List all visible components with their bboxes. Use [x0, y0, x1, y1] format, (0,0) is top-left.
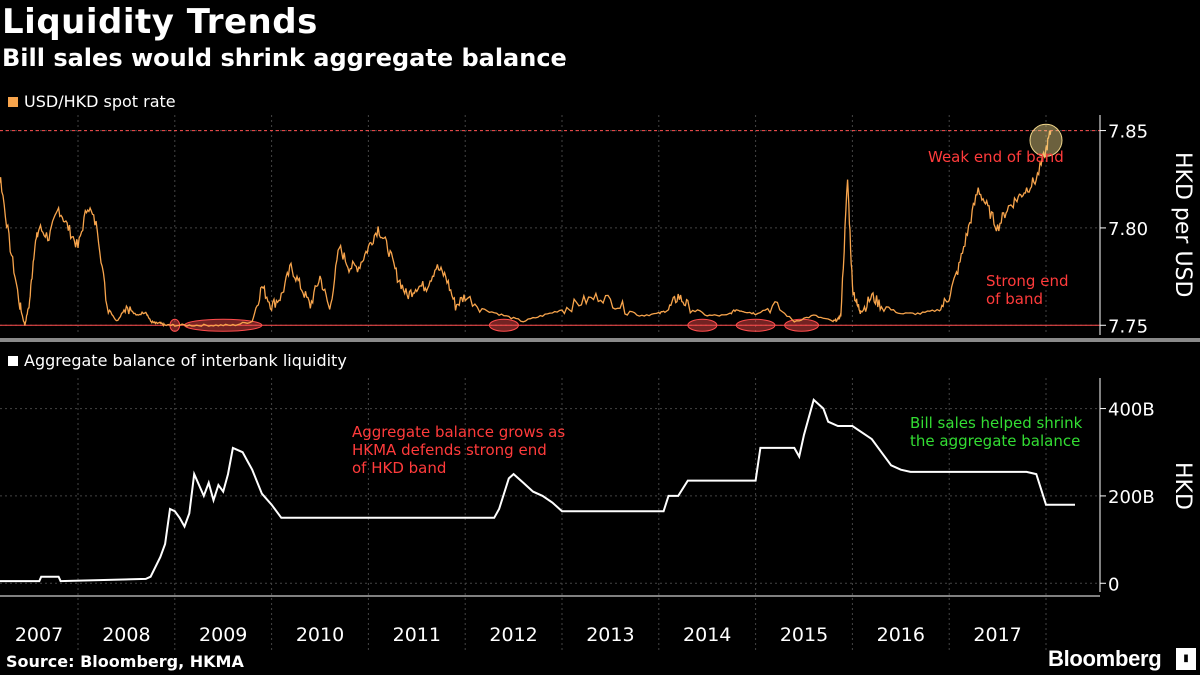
- top-y-tick-label: 7.85: [1108, 122, 1148, 143]
- top-y-axis: 7.75 7.80 7.85: [1099, 115, 1148, 337]
- x-tick-label: 2017: [973, 624, 1021, 646]
- strong-end-highlight: [687, 318, 718, 332]
- x-tick-label: 2010: [296, 624, 344, 646]
- x-tick-label: 2012: [489, 624, 537, 646]
- x-tick-label: 2015: [780, 624, 828, 646]
- strong-end-highlight: [784, 318, 820, 332]
- x-tick-label: 2014: [683, 624, 731, 646]
- legend-swatch-white: [8, 355, 18, 366]
- bloomberg-logo: Bloomberg: [1048, 646, 1162, 671]
- strong-end-highlight: [488, 318, 519, 332]
- x-axis: 2007 2008 2009 2010 2011 2012 2013 2014 2015 2016…: [0, 595, 1100, 646]
- x-tick-label: 2016: [877, 624, 925, 646]
- top-y-tick-label: 7.80: [1108, 219, 1148, 240]
- annotation-balance-grows-line: Aggregate balance grows as: [352, 423, 565, 441]
- legend-spot-label: USD/HKD spot rate: [24, 92, 176, 111]
- source-note: Source: Bloomberg, HKMA: [6, 652, 244, 671]
- top-axis-title: HKD per USD: [1170, 152, 1195, 297]
- top-y-tick-label: 7.75: [1108, 316, 1148, 337]
- panel-separator: [0, 338, 1200, 342]
- x-tick-label: 2007: [15, 624, 63, 646]
- legend-swatch-orange: [8, 96, 18, 107]
- chart-subtitle: Bill sales would shrink aggregate balanc…: [2, 44, 567, 72]
- annotation-balance-grows-line: HKMA defends strong end: [352, 441, 547, 459]
- x-tick-label: 2009: [199, 624, 247, 646]
- legend-spot-rate: USD/HKD spot rate: [8, 92, 176, 111]
- bottom-y-axis: 0 200B 400B: [1099, 378, 1155, 595]
- x-tick-label: 2008: [102, 624, 150, 646]
- x-tick-label: 2013: [586, 624, 634, 646]
- legend-balance-label: Aggregate balance of interbank liquidity: [24, 351, 347, 370]
- chart-title: Liquidity Trends: [2, 2, 318, 42]
- aggregate-balance-line: [0, 397, 1075, 583]
- bottom-y-tick-label: 400B: [1108, 400, 1155, 421]
- spot-rate-line: [0, 130, 1052, 328]
- annotation-balance-grows-line: of HKD band: [352, 459, 446, 477]
- bottom-axis-title: HKD: [1170, 462, 1195, 510]
- annotation-strong-end-line1: Strong end: [986, 272, 1068, 290]
- bottom-y-tick-label: 200B: [1108, 487, 1155, 508]
- annotation-weak-end: Weak end of band: [928, 148, 1064, 166]
- annotation-strong-end-line2: of band: [986, 290, 1043, 308]
- bloomberg-mark-icon: ▮: [1176, 648, 1196, 670]
- legend-aggregate-balance: Aggregate balance of interbank liquidity: [8, 351, 347, 370]
- strong-end-highlight: [735, 318, 776, 332]
- top-panel-band-lines: [0, 130, 1100, 326]
- bottom-y-tick-label: 0: [1108, 574, 1119, 595]
- weak-end-highlight: [1029, 123, 1063, 157]
- x-tick-label: 2011: [393, 624, 441, 646]
- annotation-bill-sales-line: Bill sales helped shrink: [910, 414, 1083, 432]
- annotation-bill-sales-line: the aggregate balance: [910, 432, 1080, 450]
- bottom-panel-grid: [0, 378, 1100, 650]
